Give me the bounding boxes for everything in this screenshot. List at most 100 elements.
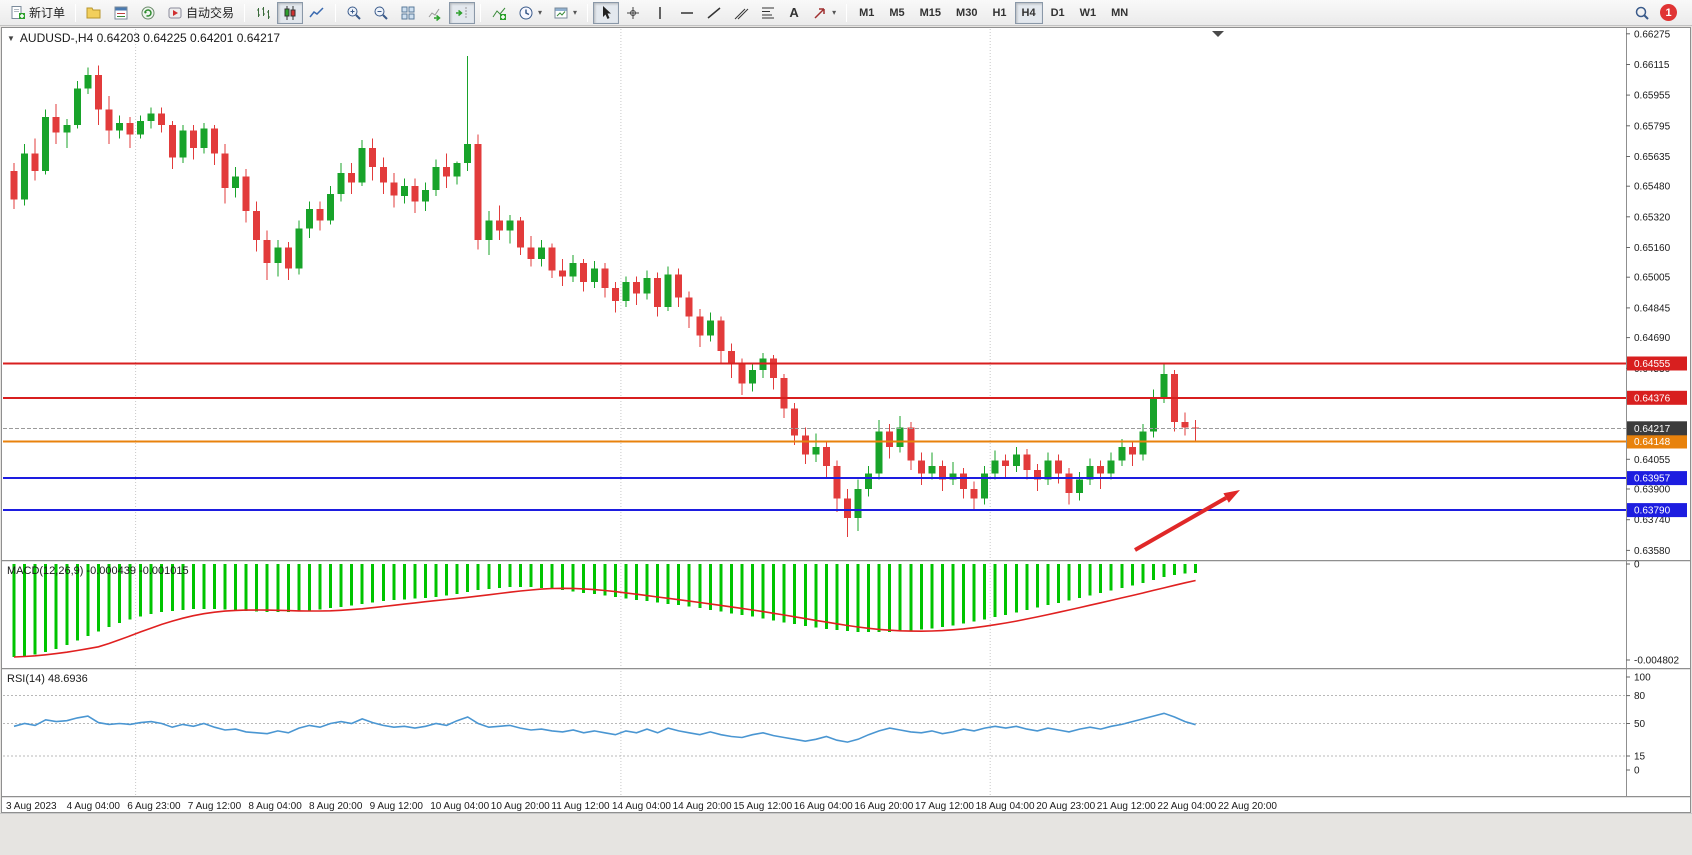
line-chart-button[interactable] — [304, 2, 330, 24]
fibonacci-icon — [760, 5, 776, 21]
toolbar-separator — [244, 3, 246, 22]
candle-body — [137, 121, 145, 135]
candle-body — [622, 282, 630, 302]
candle-body — [854, 489, 862, 518]
timeframe-m1-button[interactable]: M1 — [852, 2, 881, 24]
candle-body — [369, 147, 377, 167]
candle-body — [1086, 466, 1094, 480]
timeframe-h1-button[interactable]: H1 — [985, 2, 1013, 24]
chart-window[interactable]: 0.66275 0.66115 0.65955 0.65795 0.65635 0.654… — [1, 27, 1691, 813]
templates-button[interactable]: ▾ — [548, 2, 582, 24]
price-tag-label: 0.64148 — [1634, 437, 1671, 448]
time-axis-label: 9 Aug 12:00 — [370, 801, 424, 812]
chart-canvas[interactable]: 0.66275 0.66115 0.65955 0.65795 0.65635 0.654… — [2, 28, 1690, 812]
macd-signal-line — [13, 579, 1196, 658]
candle-body — [390, 182, 398, 196]
zoom-out-button[interactable] — [368, 2, 394, 24]
cursor-button[interactable] — [593, 1, 620, 24]
zoom-in-button[interactable] — [341, 2, 367, 24]
timeframe-h4-button[interactable]: H4 — [1014, 1, 1043, 24]
profiles-icon — [86, 5, 102, 21]
arrows-button[interactable]: ▾ — [807, 2, 841, 24]
auto-scroll-button[interactable] — [422, 2, 448, 24]
timeframe-m5-button[interactable]: M5 — [882, 2, 911, 24]
candle-body — [84, 75, 92, 89]
horizontal-line-button[interactable] — [674, 2, 700, 24]
candle-body — [1044, 460, 1052, 480]
candle-body — [991, 460, 999, 474]
templates-icon — [553, 5, 569, 21]
price-tag-label: 0.63957 — [1634, 474, 1671, 485]
candle-body — [485, 220, 493, 240]
crosshair-button[interactable] — [620, 2, 646, 24]
time-axis-label: 21 Aug 12:00 — [1097, 801, 1156, 812]
search-icon — [1634, 5, 1650, 21]
candle-body — [960, 473, 967, 489]
time-axis-label: 18 Aug 04:00 — [976, 801, 1035, 812]
new-order-button[interactable]: 新订单 — [5, 2, 70, 24]
candle-body — [411, 186, 419, 202]
periods-button[interactable]: ▾ — [513, 2, 547, 24]
candle-body — [611, 287, 619, 302]
text-button[interactable]: A — [782, 2, 806, 24]
chart-shift-marker[interactable] — [1212, 31, 1224, 37]
pane-separator[interactable] — [2, 668, 1690, 669]
candle-body — [179, 130, 187, 158]
candle-body — [295, 228, 303, 269]
price-axis-label: 0.66115 — [1634, 60, 1670, 71]
candle-body — [516, 220, 524, 248]
search-button[interactable] — [1629, 2, 1655, 24]
notification-badge[interactable]: 1 — [1660, 4, 1677, 21]
candle-body — [168, 124, 176, 158]
time-axis-label: 8 Aug 20:00 — [309, 801, 363, 812]
fibonacci-button[interactable] — [755, 2, 781, 24]
market-watch-button[interactable] — [108, 2, 134, 24]
price-axis[interactable]: 0.66275 0.66115 0.65955 0.65795 0.65635 0.654… — [1626, 29, 1671, 557]
channel-button[interactable] — [728, 2, 754, 24]
indicators-icon — [491, 5, 507, 21]
zoom-out-icon — [373, 5, 389, 21]
candle-body — [727, 351, 735, 365]
timeframe-m30-button[interactable]: M30 — [949, 2, 984, 24]
candle-body — [896, 427, 904, 447]
pane-separator[interactable] — [2, 560, 1690, 561]
indicators-button[interactable] — [486, 2, 512, 24]
candle-body — [812, 446, 820, 455]
navigator-button[interactable] — [135, 2, 161, 24]
candlestick-chart-button[interactable] — [277, 1, 304, 24]
pane-separator-highlight — [2, 561, 1690, 562]
timeframe-mn-button[interactable]: MN — [1104, 2, 1135, 24]
candle-body — [749, 370, 756, 384]
arrow-head[interactable] — [1223, 490, 1240, 503]
price-axis-label: 0.65955 — [1634, 91, 1671, 102]
arrow-shaft[interactable] — [1134, 496, 1228, 552]
chart-shift-button[interactable] — [449, 1, 476, 24]
chevron-down-icon: ▾ — [538, 8, 543, 17]
pane-separator[interactable] — [2, 796, 1690, 797]
price-axis-label: 0.66275 — [1634, 29, 1671, 40]
candle-body — [949, 473, 957, 480]
candle-body — [474, 144, 482, 240]
timeframe-w1-button[interactable]: W1 — [1073, 2, 1104, 24]
toolbar-separator — [75, 3, 77, 22]
timeframe-d1-button[interactable]: D1 — [1044, 2, 1072, 24]
candle-body — [875, 431, 883, 474]
chart-shift-icon — [454, 5, 470, 21]
candle-body — [791, 408, 799, 436]
bars-chart-button[interactable] — [250, 2, 276, 24]
tile-windows-button[interactable] — [395, 2, 421, 24]
candle-body — [21, 153, 29, 200]
candle-body — [801, 435, 809, 455]
autotrading-button[interactable]: 自动交易 — [162, 2, 239, 24]
trendline-button[interactable] — [701, 2, 727, 24]
timeframe-m15-button[interactable]: M15 — [913, 2, 948, 24]
time-axis[interactable]: 3 Aug 2023 4 Aug 04:00 6 Aug 23:00 7 Aug 12… — [6, 801, 1277, 812]
horizontal-line-icon — [679, 5, 695, 21]
candle-body — [633, 282, 640, 294]
candle-body — [706, 320, 714, 336]
price-axis-label: 0.65795 — [1634, 121, 1671, 132]
chart-profiles-button[interactable] — [81, 2, 107, 24]
candle-body — [675, 274, 683, 298]
vertical-line-button[interactable] — [647, 2, 673, 24]
price-tag — [1627, 390, 1687, 405]
